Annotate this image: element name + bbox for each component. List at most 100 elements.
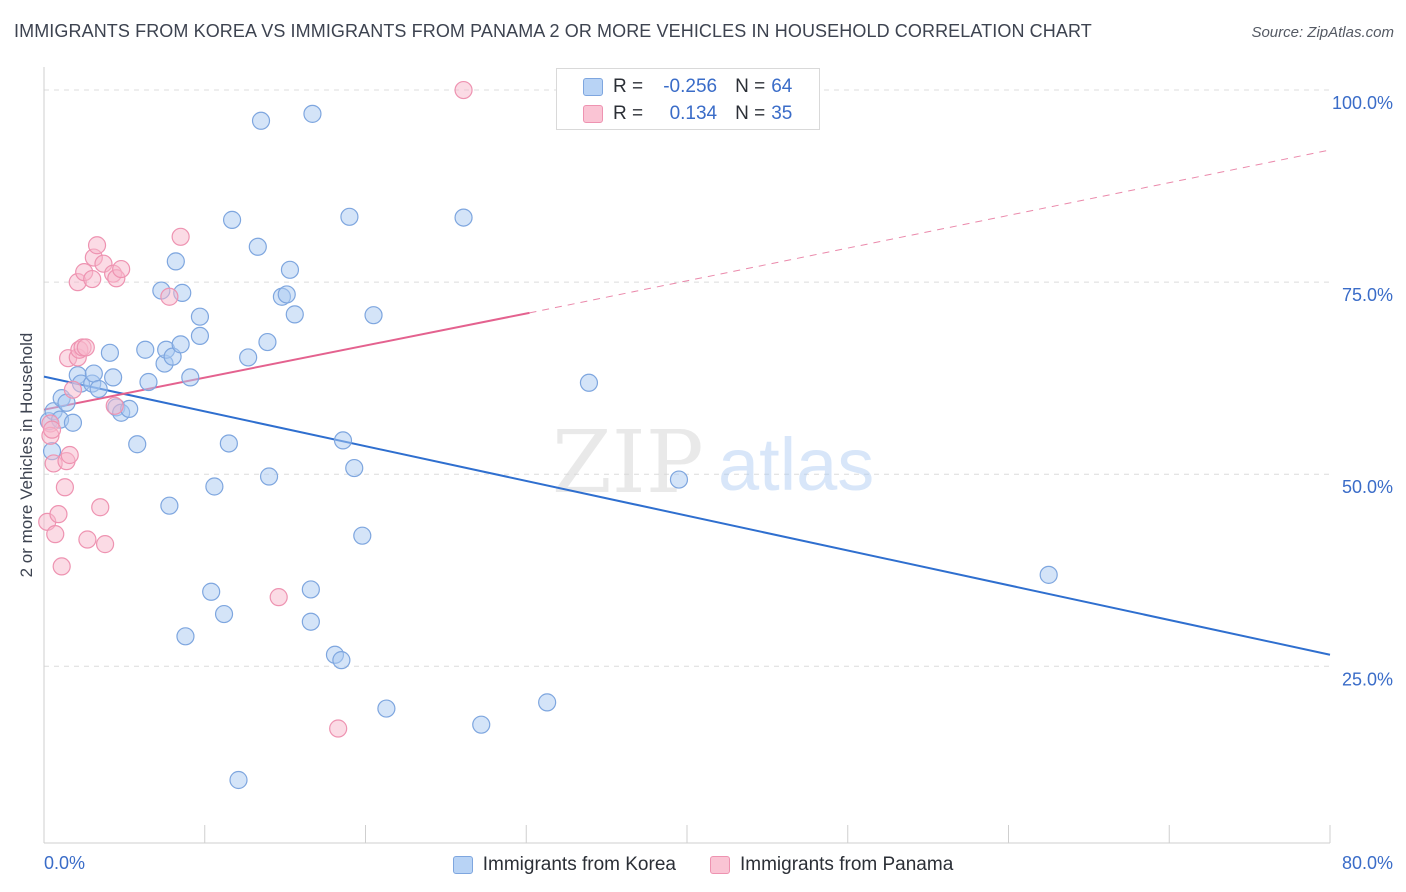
panama-r-value: 0.134 — [669, 103, 718, 124]
korea-point — [280, 260, 300, 279]
korea-point — [190, 326, 210, 346]
panama-point — [112, 259, 131, 279]
korea-n-value: 64 — [771, 76, 793, 97]
korea-point — [353, 526, 372, 545]
panama-point — [60, 445, 79, 465]
correlation-stats-box: R = -0.256 N = 64 R = 0.134 N = 35 — [556, 68, 820, 130]
korea-point — [63, 413, 83, 432]
korea-n-label: N = — [735, 76, 766, 97]
korea-point — [181, 368, 200, 387]
korea-point — [340, 207, 359, 226]
panama-point — [42, 420, 62, 439]
panama-point — [63, 380, 83, 399]
axis-layer — [43, 67, 1331, 844]
grid-layer — [44, 89, 1330, 667]
korea-point — [364, 306, 383, 325]
korea-point — [205, 477, 224, 496]
chart-legend: Immigrants from Korea Immigrants from Pa… — [0, 852, 1406, 878]
korea-point — [190, 307, 210, 326]
korea-point — [538, 693, 557, 712]
panama-r-label: R = — [613, 103, 644, 124]
panama-point — [329, 719, 348, 738]
korea-point — [229, 770, 248, 790]
korea-point — [472, 715, 491, 734]
trend-line-panama — [43, 311, 530, 411]
korea-point — [166, 252, 185, 271]
korea-point — [345, 458, 364, 478]
panama-point — [454, 80, 473, 100]
panama-point — [171, 227, 190, 246]
korea-point — [333, 431, 353, 450]
tick-labels: 25.0% 50.0% 75.0% 100.0% 0.0% 80.0% — [44, 93, 1393, 873]
korea-point — [301, 612, 320, 631]
panama-n-value: 35 — [771, 103, 793, 124]
trend-lines — [43, 149, 1331, 656]
panama-point — [46, 525, 65, 544]
stats-row-panama: R = 0.134 N = 35 — [583, 101, 792, 127]
korea-point — [669, 470, 689, 489]
korea-point — [248, 237, 267, 256]
stats-row-korea: R = -0.256 N = 64 — [583, 74, 792, 100]
panama-point — [95, 535, 115, 554]
korea-point — [454, 208, 473, 227]
trend-line-panama — [529, 149, 1331, 314]
legend-korea-swatch — [452, 856, 473, 874]
korea-point — [160, 496, 179, 515]
panama-point — [76, 338, 95, 357]
x-tick-label: 0.0% — [44, 853, 85, 873]
legend-panama-swatch — [709, 856, 730, 874]
korea-point — [332, 651, 351, 670]
korea-point — [251, 111, 271, 130]
panama-point — [49, 505, 68, 524]
panama-point — [105, 396, 124, 415]
korea-point — [100, 343, 120, 362]
panama-point — [78, 530, 97, 549]
korea-point — [176, 627, 195, 646]
panama-point — [52, 557, 71, 576]
x-tick-label: 80.0% — [1342, 853, 1393, 873]
y-tick-label: 75.0% — [1342, 285, 1393, 305]
korea-swatch — [583, 78, 603, 96]
watermark-atlas: atlas — [718, 423, 874, 506]
panama-swatch — [583, 105, 603, 123]
trend-line-korea — [43, 375, 1331, 656]
korea-point — [214, 604, 234, 624]
korea-point — [128, 435, 147, 454]
y-tick-label: 25.0% — [1342, 669, 1393, 689]
legend-item-panama[interactable]: Immigrants from Panama — [709, 854, 954, 876]
legend-item-korea[interactable]: Immigrants from Korea — [452, 854, 676, 876]
korea-point — [239, 348, 258, 367]
panama-point — [269, 588, 288, 607]
korea-point — [303, 104, 322, 123]
korea-point — [136, 340, 155, 359]
korea-point — [1039, 565, 1058, 584]
watermark: ZIP atlas — [552, 413, 874, 513]
panama-n-label: N = — [735, 103, 766, 124]
legend-panama-label: Immigrants from Panama — [739, 854, 954, 875]
korea-point — [84, 364, 103, 383]
korea-point — [579, 373, 599, 392]
y-tick-label: 100.0% — [1332, 93, 1393, 113]
korea-point — [258, 332, 277, 352]
data-points — [38, 80, 1058, 790]
korea-point — [222, 210, 242, 229]
korea-point — [171, 335, 190, 354]
panama-point — [160, 287, 179, 306]
legend-korea-label: Immigrants from Korea — [482, 854, 676, 875]
source-credit: Source: ZipAtlas.com — [1251, 24, 1394, 41]
korea-point — [104, 368, 123, 387]
korea-point — [377, 699, 396, 718]
korea-point — [139, 372, 158, 392]
korea-point — [301, 580, 320, 599]
korea-point — [202, 582, 221, 601]
korea-r-value: -0.256 — [663, 76, 718, 97]
panama-point — [83, 269, 102, 289]
korea-point — [219, 434, 238, 453]
korea-point — [259, 467, 279, 486]
chart-title: IMMIGRANTS FROM KOREA VS IMMIGRANTS FROM… — [14, 21, 1092, 41]
korea-r-label: R = — [613, 76, 644, 97]
y-tick-label: 50.0% — [1342, 477, 1393, 497]
panama-point — [91, 498, 110, 517]
panama-point — [87, 236, 107, 255]
